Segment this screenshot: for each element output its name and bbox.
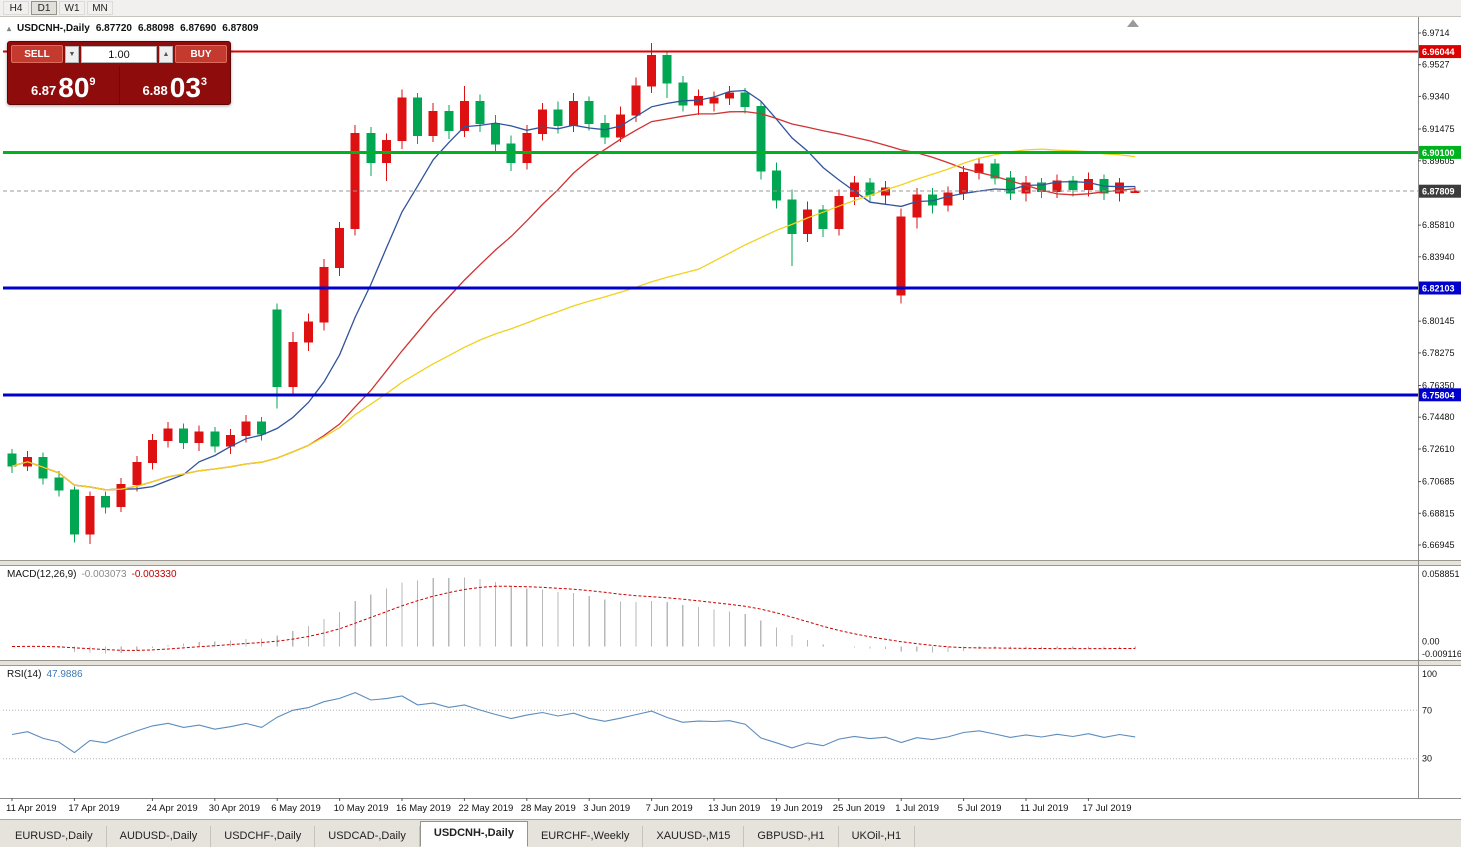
- collapse-trade-panel-icon[interactable]: ▴: [7, 24, 12, 33]
- trade-prices-row: 6.87 80 9 6.88 03 3: [8, 66, 230, 104]
- timeframe-w1-button[interactable]: W1: [59, 1, 85, 15]
- chart-tabbar: EURUSD-,Daily AUDUSD-,Daily USDCHF-,Dail…: [0, 819, 1461, 847]
- volume-decrease-button[interactable]: ▼: [65, 45, 79, 63]
- sell-price-pips: 80: [58, 72, 90, 103]
- tab-xauusd-m15[interactable]: XAUUSD-,M15: [643, 826, 745, 847]
- rsi-value: 47.9886: [46, 669, 83, 680]
- buy-price-display[interactable]: 6.88 03 3: [120, 66, 231, 104]
- close-value: 6.87809: [222, 23, 259, 34]
- one-click-trading-panel: SELL ▼ 1.00 ▲ BUY 6.87 80 9 6.88 03 3: [7, 41, 231, 105]
- tab-eurusd-daily[interactable]: EURUSD-,Daily: [2, 826, 107, 847]
- high-value: 6.88098: [137, 23, 175, 34]
- low-value: 6.87690: [180, 23, 217, 34]
- date-axis-strip[interactable]: [0, 798, 1461, 820]
- rsi-name: RSI(14): [7, 669, 42, 680]
- rsi-panel[interactable]: [0, 666, 1461, 798]
- open-value: 6.87720: [95, 23, 132, 34]
- rsi-indicator-label: RSI(14) 47.9886: [7, 669, 83, 680]
- sell-price-display[interactable]: 6.87 80 9: [8, 66, 120, 104]
- volume-increase-button[interactable]: ▲: [159, 45, 173, 63]
- macd-name: MACD(12,26,9): [7, 569, 77, 580]
- volume-input[interactable]: 1.00: [81, 45, 157, 63]
- buy-button[interactable]: BUY: [175, 45, 227, 63]
- timeframe-d1-button[interactable]: D1: [31, 1, 57, 15]
- chart-ohlc-title: ▴ USDCNH-,Daily 6.87720 6.88098 6.87690 …: [7, 23, 258, 34]
- tab-usdcad-daily[interactable]: USDCAD-,Daily: [315, 826, 420, 847]
- tab-ukoil-h1[interactable]: UKOil-,H1: [839, 826, 916, 847]
- tab-usdcnh-daily[interactable]: USDCNH-,Daily: [419, 821, 528, 847]
- buy-price-pipette: 3: [200, 76, 208, 88]
- tab-eurchf-weekly[interactable]: EURCHF-,Weekly: [528, 826, 644, 847]
- timeframe-h4-button[interactable]: H4: [3, 1, 29, 15]
- sell-price-pipette: 9: [89, 76, 96, 88]
- macd-signal-value: -0.003330: [131, 569, 177, 580]
- timeframe-mn-button[interactable]: MN: [87, 1, 113, 15]
- tab-audusd-daily[interactable]: AUDUSD-,Daily: [107, 826, 212, 847]
- panel-splitter[interactable]: [0, 560, 1461, 566]
- buy-price-pips: 03: [169, 72, 201, 103]
- tab-usdchf-daily[interactable]: USDCHF-,Daily: [211, 826, 316, 847]
- macd-panel[interactable]: [0, 566, 1461, 660]
- sell-price-prefix: 6.87: [30, 83, 57, 98]
- panel-splitter[interactable]: [0, 660, 1461, 666]
- sell-button[interactable]: SELL: [11, 45, 63, 63]
- buy-price-prefix: 6.88: [142, 83, 168, 98]
- timeframe-toolbar: H4 D1 W1 MN: [0, 0, 1461, 17]
- macd-indicator-label: MACD(12,26,9) -0.003073 -0.003330: [7, 569, 177, 580]
- macd-main-value: -0.003073: [81, 569, 127, 580]
- tab-gbpusd-h1[interactable]: GBPUSD-,H1: [744, 826, 839, 847]
- trade-controls-row: SELL ▼ 1.00 ▲ BUY: [8, 42, 230, 66]
- chart-symbol-label: USDCNH-,Daily: [17, 23, 90, 34]
